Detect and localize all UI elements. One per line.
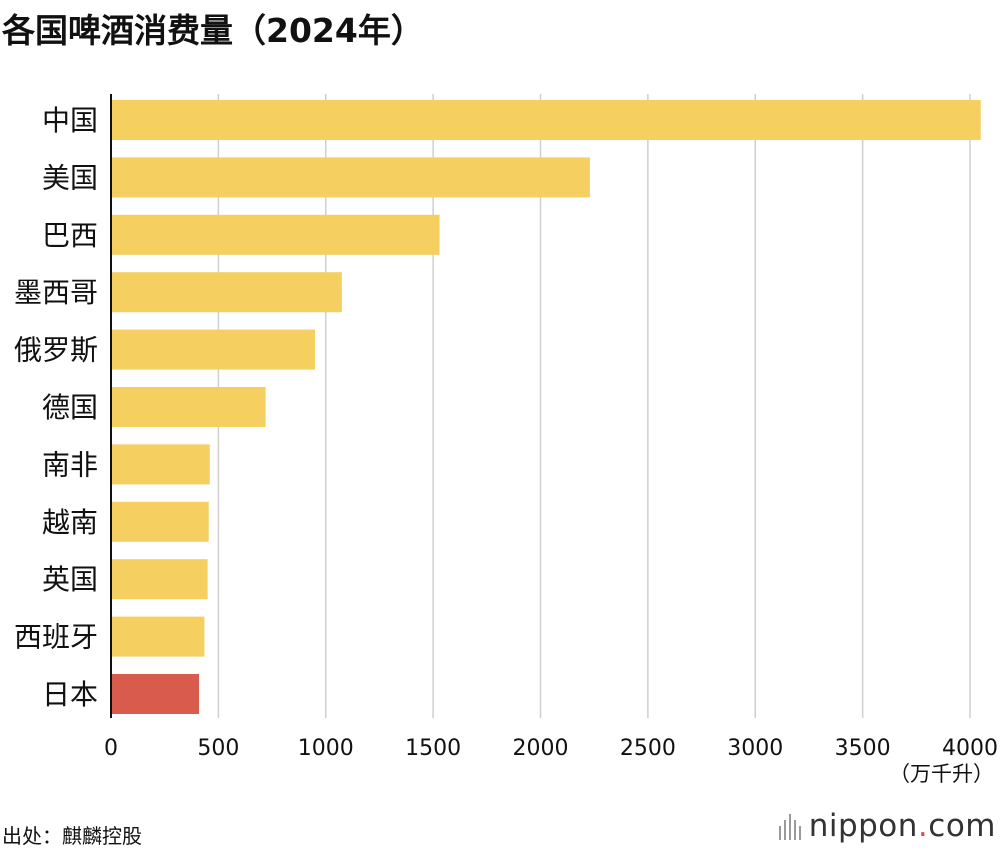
x-tick-label: 2500 <box>620 736 676 761</box>
logo-text-main: nippon <box>808 808 918 844</box>
category-label: 日本 <box>42 678 98 711</box>
category-label: 越南 <box>42 506 98 539</box>
bar <box>111 329 316 370</box>
category-label: 墨西哥 <box>14 276 98 309</box>
category-label: 德国 <box>42 391 98 424</box>
x-tick-label: 3500 <box>835 736 891 761</box>
category-label: 俄罗斯 <box>14 334 98 367</box>
bar <box>111 444 210 485</box>
x-tick-label: 4000 <box>942 736 998 761</box>
x-tick-label: 0 <box>104 736 118 761</box>
x-tick-label: 1500 <box>405 736 461 761</box>
source-note: 出处：麒麟控股 <box>2 824 142 848</box>
bars <box>111 100 981 714</box>
bar <box>111 272 342 313</box>
logo-text-suffix: com <box>928 808 996 844</box>
x-tick-label: 1000 <box>298 736 354 761</box>
category-label: 英国 <box>42 563 98 596</box>
grid-lines <box>217 94 971 718</box>
bar <box>111 616 205 657</box>
logo-dot: . <box>917 808 929 844</box>
bar <box>111 674 200 714</box>
x-tick-label: 3000 <box>727 736 783 761</box>
bar <box>111 157 590 198</box>
x-tick-label: 500 <box>197 736 239 761</box>
category-label: 美国 <box>42 161 98 194</box>
category-label: 巴西 <box>42 219 98 252</box>
category-label: 西班牙 <box>14 621 98 654</box>
bar <box>111 501 209 542</box>
nippon-logo: nippon. com <box>778 808 996 844</box>
x-axis-unit-label: （万千升） <box>889 762 994 786</box>
chart-title: 各国啤酒消费量（2024年） <box>2 11 424 50</box>
category-label: 南非 <box>42 448 98 481</box>
tick-labels: 0 500 1000 1500 2000 2500 3000 3500 4000 <box>104 736 998 761</box>
bar <box>111 559 208 600</box>
bar <box>111 387 266 427</box>
category-label: 中国 <box>42 104 98 137</box>
x-tick-label: 2000 <box>513 736 569 761</box>
bar <box>111 214 440 255</box>
bar <box>111 100 981 140</box>
logo-bars-icon <box>778 812 801 840</box>
